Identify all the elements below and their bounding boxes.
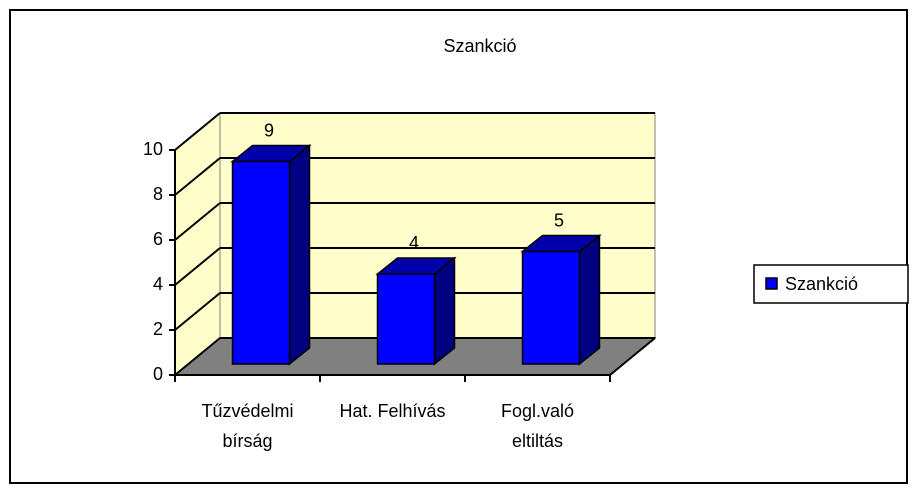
- legend-swatch: [765, 277, 778, 290]
- bar-side: [433, 256, 456, 366]
- floor-edge: [609, 337, 656, 376]
- grid-line: [174, 337, 221, 376]
- y-tick-label: 4: [153, 274, 163, 294]
- legend-box: [753, 264, 909, 304]
- bar-side: [288, 143, 311, 366]
- bar: [230, 143, 312, 366]
- bar: [375, 256, 457, 366]
- legend-label: Szankció: [785, 274, 858, 294]
- value-label: 4: [409, 233, 419, 253]
- value-label: 9: [264, 120, 274, 140]
- x-tick-label: Hat. Felhívás: [339, 401, 446, 421]
- grid-line: [174, 247, 221, 286]
- bar-front: [521, 250, 581, 365]
- y-tick-label: 6: [153, 229, 163, 249]
- x-tick-label: Fogl.való eltiltás: [500, 401, 575, 451]
- bar-front: [376, 273, 436, 365]
- y-tick-label: 2: [153, 319, 163, 339]
- bar: [520, 233, 602, 366]
- y-tick-label: 8: [153, 184, 163, 204]
- value-label: 5: [554, 210, 564, 230]
- y-tick-label: 10: [143, 139, 163, 159]
- side-wall: [174, 111, 221, 377]
- grid-line: [174, 157, 221, 196]
- x-tick-label: Tűzvédelmi bírság: [201, 401, 294, 451]
- grid-line: [174, 202, 221, 241]
- bar-front: [231, 160, 291, 365]
- grid-line: [174, 292, 221, 331]
- chart-title: Szankció: [443, 36, 516, 56]
- bar-side: [578, 233, 601, 366]
- grid-line: [174, 112, 221, 151]
- y-tick-label: 0: [153, 364, 163, 384]
